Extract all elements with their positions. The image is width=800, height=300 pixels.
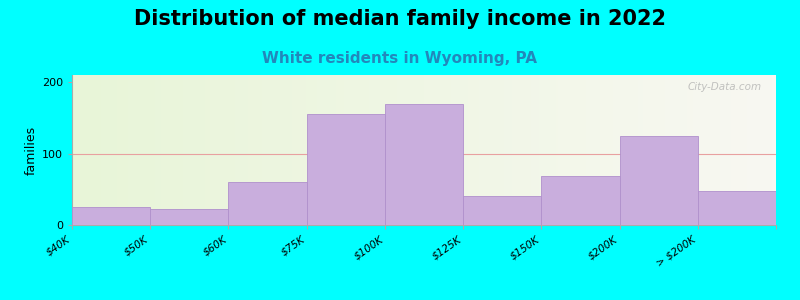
Bar [698, 191, 776, 225]
Text: Distribution of median family income in 2022: Distribution of median family income in … [134, 9, 666, 29]
Text: White residents in Wyoming, PA: White residents in Wyoming, PA [262, 51, 538, 66]
Bar [229, 182, 306, 225]
Bar [542, 176, 619, 225]
Bar [463, 196, 542, 225]
Bar [385, 103, 463, 225]
Bar [150, 209, 229, 225]
Bar [619, 136, 698, 225]
Y-axis label: families: families [25, 125, 38, 175]
Bar [306, 114, 385, 225]
Text: City-Data.com: City-Data.com [688, 82, 762, 92]
Bar [72, 207, 150, 225]
